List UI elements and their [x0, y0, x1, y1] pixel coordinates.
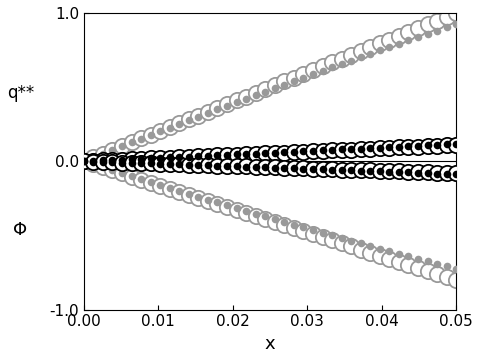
Text: Φ: Φ: [13, 221, 27, 239]
X-axis label: x: x: [264, 335, 276, 353]
Text: q**: q**: [7, 84, 34, 102]
